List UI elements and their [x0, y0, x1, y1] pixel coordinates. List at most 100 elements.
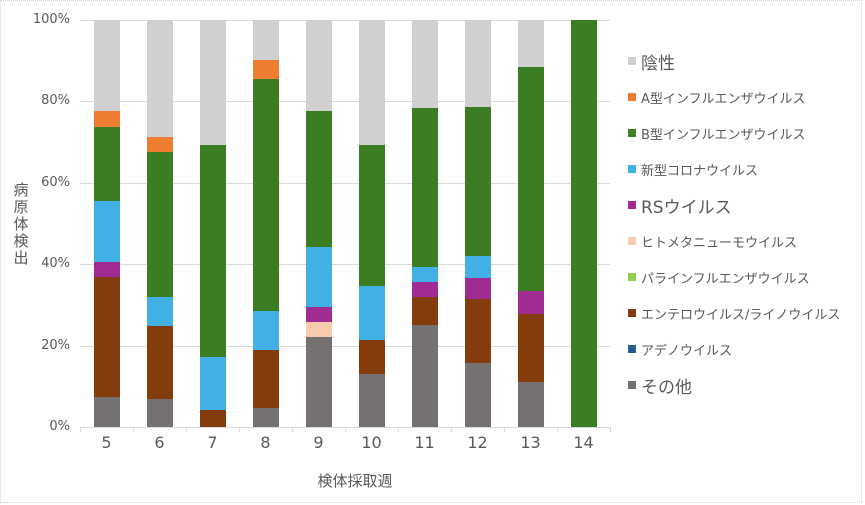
bar-segment[interactable]: [252, 350, 279, 408]
bar-week-6[interactable]: [146, 20, 173, 427]
legend-item[interactable]: RSウイルス: [628, 194, 732, 218]
bar-week-9[interactable]: [305, 20, 332, 427]
legend-label: A型インフルエンザウイルス: [641, 91, 806, 107]
bar-week-13[interactable]: [517, 20, 544, 427]
bar-segment[interactable]: [517, 20, 544, 67]
bar-week-14[interactable]: [570, 20, 597, 427]
bar-segment[interactable]: [305, 337, 332, 427]
bar-segment[interactable]: [146, 136, 173, 152]
bar-segment[interactable]: [93, 262, 120, 277]
y-tick-label: 0%: [49, 419, 70, 434]
bar-week-10[interactable]: [358, 20, 385, 427]
bar-segment[interactable]: [93, 201, 120, 263]
bar-segment[interactable]: [146, 326, 173, 399]
x-tick-label: 11: [414, 433, 435, 452]
bar-segment[interactable]: [305, 111, 332, 247]
bar-segment[interactable]: [517, 314, 544, 382]
bar-segment[interactable]: [305, 246, 332, 307]
bar-week-7[interactable]: [199, 20, 226, 427]
legend-item[interactable]: アデノウイルス: [628, 338, 732, 360]
bar-segment[interactable]: [146, 20, 173, 137]
bar-segment[interactable]: [199, 144, 226, 357]
bar-segment[interactable]: [411, 107, 438, 268]
bar-segment[interactable]: [305, 20, 332, 112]
bar-segment[interactable]: [358, 286, 385, 340]
bar-segment[interactable]: [464, 298, 491, 363]
bar-segment[interactable]: [252, 407, 279, 427]
x-tick-mark: [239, 427, 240, 432]
legend-item[interactable]: ヒトメタニューモウイルス: [628, 230, 797, 252]
legend-item[interactable]: その他: [628, 374, 692, 398]
bar-segment[interactable]: [93, 111, 120, 127]
bar-segment[interactable]: [305, 306, 332, 322]
bar-segment[interactable]: [464, 107, 491, 257]
bar-segment[interactable]: [252, 311, 279, 351]
legend-item[interactable]: エンテロウイルス/ライノウイルス: [628, 302, 840, 324]
x-tick-mark: [133, 427, 134, 432]
bar-segment[interactable]: [411, 20, 438, 108]
bar-segment[interactable]: [199, 409, 226, 427]
plot-area: [80, 20, 611, 432]
bar-segment[interactable]: [517, 66, 544, 292]
x-tick-label: 9: [313, 433, 324, 452]
bar-segment[interactable]: [411, 282, 438, 297]
legend-item[interactable]: 陰性: [628, 50, 675, 74]
bar-week-12[interactable]: [464, 20, 491, 427]
legend-label: RSウイルス: [641, 197, 732, 218]
bar-segment[interactable]: [358, 339, 385, 375]
legend-label: 陰性: [641, 53, 675, 74]
x-tick-label: 5: [101, 433, 112, 452]
bar-segment[interactable]: [199, 20, 226, 145]
legend-item[interactable]: パラインフルエンザウイルス: [628, 266, 810, 288]
bar-segment[interactable]: [252, 79, 279, 312]
legend-item[interactable]: B型インフルエンザウイルス: [628, 122, 806, 144]
x-tick-label: 8: [260, 433, 271, 452]
bar-segment[interactable]: [358, 144, 385, 287]
bar-segment[interactable]: [411, 325, 438, 427]
gridline: [80, 345, 610, 347]
bar-segment[interactable]: [464, 277, 491, 299]
gridline: [80, 264, 610, 266]
bar-segment[interactable]: [517, 381, 544, 427]
y-tick-label: 80%: [41, 93, 70, 109]
bar-week-8[interactable]: [252, 20, 279, 427]
bar-segment[interactable]: [146, 398, 173, 427]
bar-segment[interactable]: [252, 59, 279, 80]
bar-segment[interactable]: [252, 20, 279, 60]
legend-item[interactable]: A型インフルエンザウイルス: [628, 86, 806, 108]
x-axis-title: 検体採取週: [317, 472, 393, 490]
x-tick-mark: [451, 427, 452, 432]
y-tick-label: 40%: [41, 256, 70, 272]
bar-segment[interactable]: [570, 20, 597, 427]
bar-segment[interactable]: [358, 374, 385, 427]
bar-segment[interactable]: [464, 256, 491, 278]
bar-segment[interactable]: [305, 322, 332, 338]
x-tick-mark: [345, 427, 346, 432]
bar-week-11[interactable]: [411, 20, 438, 427]
bar-segment[interactable]: [146, 296, 173, 327]
bar-segment[interactable]: [411, 296, 438, 326]
bar-segment[interactable]: [411, 267, 438, 283]
bar-segment[interactable]: [517, 291, 544, 315]
legend-item[interactable]: 新型コロナウイルス: [628, 158, 758, 180]
x-tick-label: 10: [361, 433, 382, 452]
x-tick-label: 13: [520, 433, 541, 452]
y-axis-title: 病原体検出: [13, 181, 29, 267]
bar-segment[interactable]: [93, 397, 120, 427]
y-tick-label: 20%: [41, 337, 70, 353]
bar-segment[interactable]: [146, 151, 173, 297]
bar-week-5[interactable]: [93, 20, 120, 427]
bar-segment[interactable]: [464, 20, 491, 108]
legend-label: B型インフルエンザウイルス: [641, 127, 806, 143]
bar-segment[interactable]: [93, 20, 120, 112]
bar-segment[interactable]: [464, 362, 491, 427]
legend-swatch-icon: [628, 93, 636, 101]
gridline: [80, 101, 610, 103]
legend-label: アデノウイルス: [641, 343, 733, 359]
bar-segment[interactable]: [358, 20, 385, 145]
bar-segment[interactable]: [93, 276, 120, 398]
bar-segment[interactable]: [93, 126, 120, 202]
legend-swatch-icon: [628, 237, 636, 245]
bar-segment[interactable]: [199, 356, 226, 410]
